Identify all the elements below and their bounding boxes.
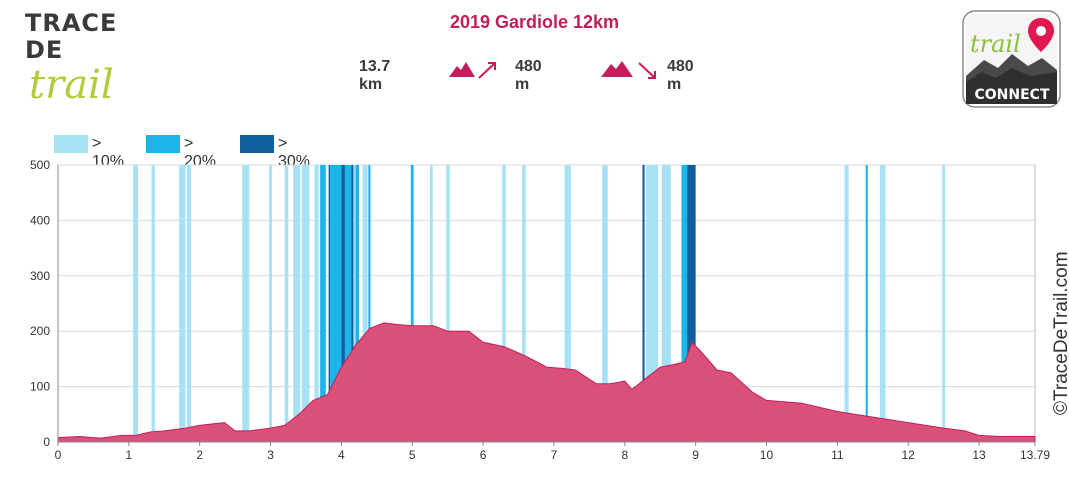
gradient-band: [687, 165, 696, 442]
gradient-band: [942, 165, 946, 442]
ascent-icon: [449, 62, 496, 79]
x-tick-label: 6: [480, 448, 487, 462]
gradient-band: [314, 165, 319, 442]
x-tick-label: 9: [692, 448, 699, 462]
gradient-band: [328, 165, 331, 442]
x-tick-label: 12: [902, 448, 916, 462]
gradient-band: [502, 165, 506, 442]
elevation-area: [57, 322, 1036, 443]
gradient-band: [362, 165, 368, 442]
x-tick-label: 10: [760, 448, 774, 462]
gradient-band: [351, 165, 354, 442]
x-tick-label: 2: [196, 448, 203, 462]
gradient-band: [179, 165, 186, 442]
gradient-band: [320, 165, 326, 442]
copyright-text: ©TraceDeTrail.com: [1051, 251, 1069, 415]
x-tick-label: 13.79: [1020, 448, 1050, 462]
gradient-band: [429, 165, 433, 442]
gradient-band: [353, 165, 356, 442]
brand-line-1: TRACE: [25, 9, 118, 37]
y-tick-label: 500: [30, 158, 50, 172]
distance-value: 13.7 km: [359, 58, 391, 93]
gradient-band: [368, 165, 371, 442]
trail-connect-logo: trail CONNECT: [962, 10, 1061, 108]
gradient-band: [865, 165, 868, 442]
gradient-band: [564, 165, 571, 442]
brand-logo: TRACE DE trail: [25, 9, 118, 108]
x-tick-label: 1: [126, 448, 133, 462]
y-tick-label: 200: [30, 324, 50, 338]
x-tick-label: 5: [409, 448, 416, 462]
elevation-profile: [57, 322, 1036, 443]
legend-swatch-10: [54, 135, 88, 153]
y-tick-label: 300: [30, 269, 50, 283]
gradient-band: [330, 165, 342, 442]
gradient-band: [293, 165, 301, 442]
gradient-band: [341, 165, 345, 442]
x-tick-label: 8: [621, 448, 628, 462]
gradient-band: [681, 165, 688, 442]
gradient-band: [269, 165, 272, 442]
gradient-band: [661, 165, 671, 442]
x-tick-label: 11: [831, 448, 844, 462]
gradient-band: [284, 165, 289, 442]
ascent-value: 480 m: [515, 58, 542, 93]
legend-swatch-20: [146, 135, 180, 153]
legend-swatch-30: [240, 135, 274, 153]
gradient-band: [522, 165, 526, 442]
brand-script: trail: [29, 62, 114, 108]
descent-value: 480 m: [667, 58, 694, 93]
descent-icon: [601, 61, 656, 79]
y-tick-label: 0: [43, 435, 50, 449]
gradient-band: [151, 165, 156, 442]
gradient-band: [242, 165, 250, 442]
x-tick-label: 7: [551, 448, 558, 462]
brand-line-2: DE: [25, 36, 64, 64]
gradient-bands: [133, 165, 946, 442]
x-tick-label: 3: [267, 448, 274, 462]
gradient-band: [844, 165, 849, 442]
logo-script: trail: [970, 30, 1021, 58]
page-title: 2019 Gardiole 12km: [449, 12, 620, 32]
gradient-band: [642, 165, 645, 442]
x-tick-label: 4: [338, 448, 345, 462]
gradient-band: [446, 165, 450, 442]
logo-word: CONNECT: [975, 87, 1050, 103]
gradient-band: [879, 165, 886, 442]
gradient-band: [355, 165, 360, 442]
gradient-band: [602, 165, 608, 442]
copyright-watermark: ©TraceDeTrail.com: [1051, 251, 1069, 415]
gradient-band: [410, 165, 414, 442]
gradient-band: [133, 165, 139, 442]
x-tick-label: 0: [55, 448, 62, 462]
x-tick-label: 13: [972, 448, 986, 462]
gradient-band: [301, 165, 310, 442]
y-tick-label: 100: [30, 380, 50, 394]
gradient-band: [186, 165, 192, 442]
y-tick-label: 400: [30, 213, 50, 227]
gradient-band: [344, 165, 352, 442]
map-pin-icon: [1028, 18, 1054, 52]
